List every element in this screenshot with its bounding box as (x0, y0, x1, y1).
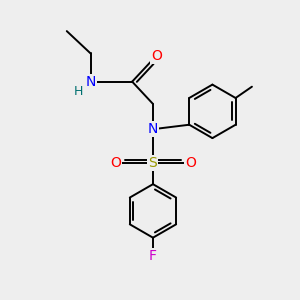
Text: S: S (148, 156, 157, 170)
Text: N: N (148, 122, 158, 136)
Text: O: O (110, 156, 121, 170)
Text: H: H (74, 85, 83, 98)
Text: O: O (151, 49, 162, 63)
Text: F: F (149, 249, 157, 263)
Text: N: N (85, 75, 96, 88)
Text: O: O (185, 156, 196, 170)
